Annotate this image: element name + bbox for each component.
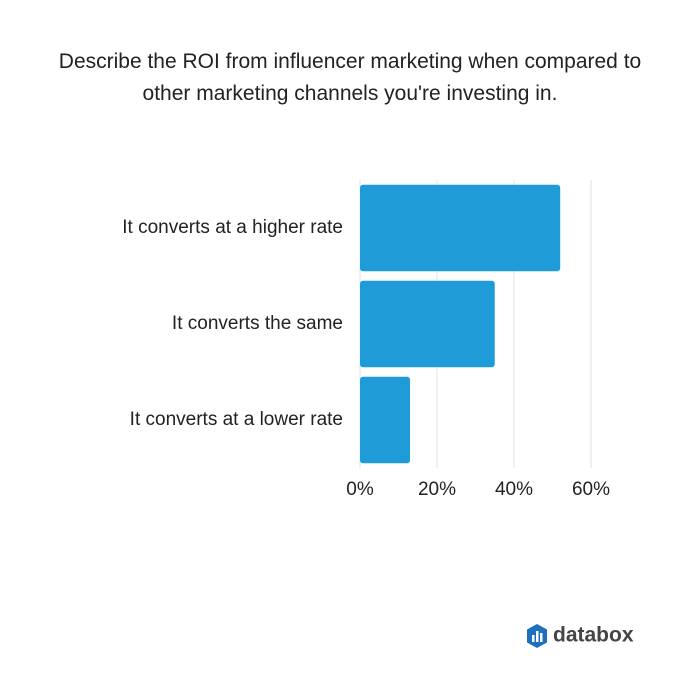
x-tick-label: 40% (495, 479, 533, 500)
logo-icon (527, 624, 547, 648)
x-tick-label: 20% (418, 479, 456, 500)
x-tick-label: 0% (346, 479, 374, 500)
y-tick-label: It converts the same (172, 313, 343, 334)
logo-text: databox (553, 624, 634, 647)
y-tick-label: It converts at a higher rate (122, 217, 343, 238)
bar (360, 184, 561, 272)
x-tick-label: 60% (572, 479, 610, 500)
y-tick-label: It converts at a lower rate (130, 409, 343, 430)
bar (360, 376, 411, 464)
bar (360, 280, 495, 368)
chart-title: Describe the ROI from influencer marketi… (58, 50, 642, 105)
